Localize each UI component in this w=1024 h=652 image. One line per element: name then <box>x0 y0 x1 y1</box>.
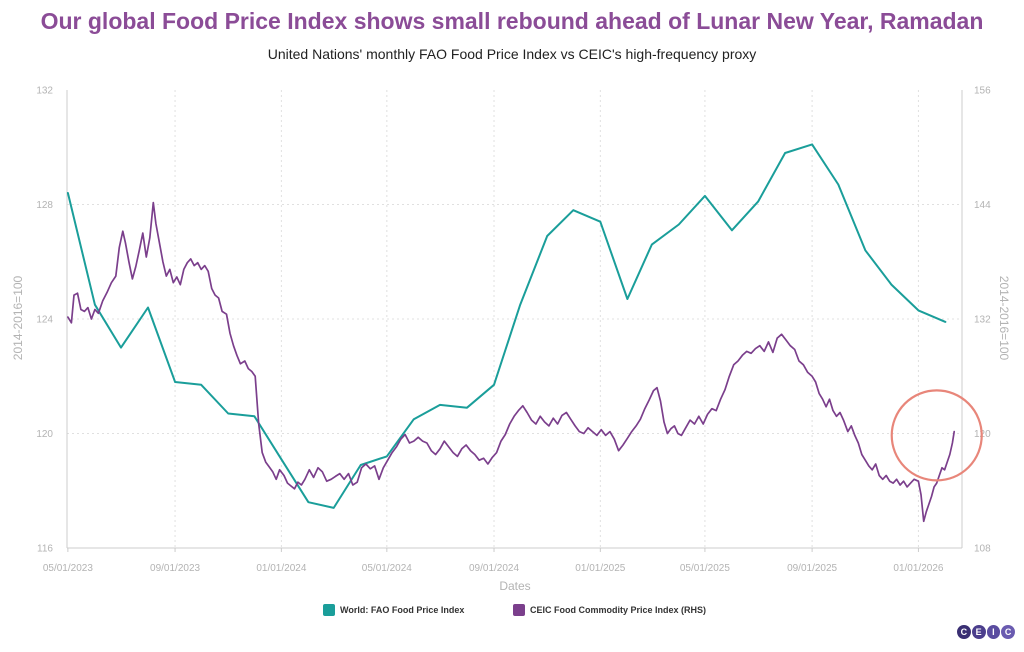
x-tick-label: 05/01/2023 <box>43 563 93 574</box>
legend-label-ceic: CEIC Food Commodity Price Index (RHS) <box>530 605 706 615</box>
right-y-axis-label: 2014-2016=100 <box>997 276 1011 361</box>
series-line-fao-food-price-index <box>66 143 947 509</box>
right-y-tick-label: 108 <box>974 544 991 555</box>
annotation-layer <box>890 389 983 482</box>
right-y-tick-label: 156 <box>974 86 991 97</box>
x-tick-label: 05/01/2024 <box>362 563 412 574</box>
x-axis-label: Dates <box>499 579 530 593</box>
left-y-tick-label: 120 <box>36 429 53 440</box>
left-y-tick-label: 132 <box>36 86 53 97</box>
legend-swatch-ceic <box>513 604 525 616</box>
x-tick-label: 05/01/2025 <box>680 563 730 574</box>
ceic-logo: C E I C <box>957 625 1015 643</box>
grid-lines <box>67 90 962 548</box>
x-tick-label: 01/01/2026 <box>893 563 943 574</box>
x-axis: 05/01/2023 09/01/2023 01/01/2024 05/01/2024… <box>43 547 962 574</box>
x-tick-label: 09/01/2023 <box>150 563 200 574</box>
legend-label-fao: World: FAO Food Price Index <box>340 605 464 615</box>
x-tick-label: 09/01/2024 <box>469 563 519 574</box>
legend: World: FAO Food Price Index CEIC Food Co… <box>323 604 706 616</box>
left-y-axis: 116 120 124 128 132 <box>36 86 68 555</box>
x-tick-label: 01/01/2025 <box>575 563 625 574</box>
logo-letter: I <box>986 625 1001 639</box>
x-tick-label: 09/01/2025 <box>787 563 837 574</box>
series-layer <box>66 143 956 523</box>
chart-subtitle: United Nations' monthly FAO Food Price I… <box>267 46 757 62</box>
legend-swatch-fao <box>323 604 335 616</box>
left-y-tick-label: 128 <box>36 200 53 211</box>
chart-title: Our global Food Price Index shows small … <box>40 8 984 34</box>
logo-letter: C <box>957 625 971 639</box>
right-y-tick-label: 132 <box>974 315 991 326</box>
x-tick-label: 01/01/2024 <box>256 563 306 574</box>
right-y-tick-label: 144 <box>974 200 991 211</box>
left-y-axis-label: 2014-2016=100 <box>11 275 25 360</box>
series-line-ceic-food-commodity-index <box>67 201 956 523</box>
left-y-tick-label: 124 <box>36 315 53 326</box>
annotation-circle <box>890 389 983 482</box>
left-y-tick-label: 116 <box>37 544 53 555</box>
logo-letter: E <box>971 625 986 639</box>
logo-letter: C <box>1001 625 1015 639</box>
